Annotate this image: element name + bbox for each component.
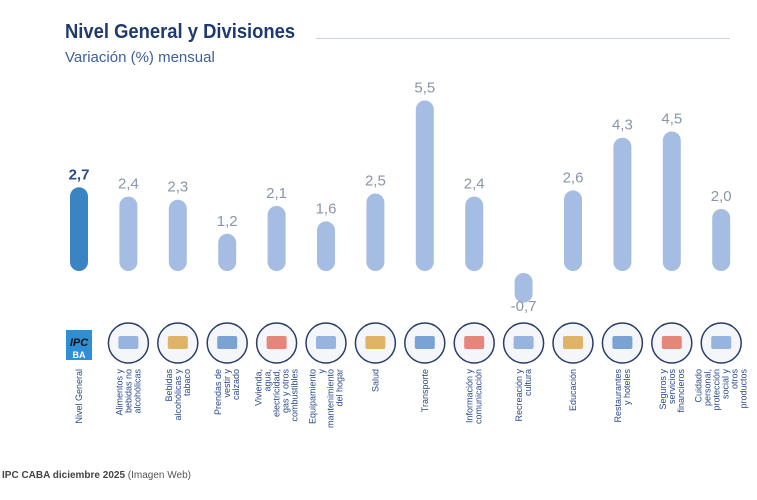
- title-divider: [316, 38, 730, 39]
- bar: [415, 100, 434, 271]
- source-note: (Imagen Web): [127, 470, 191, 481]
- icon-glyph: [217, 336, 238, 349]
- value-label: 2,6: [563, 169, 584, 186]
- bar: [366, 193, 385, 271]
- category-label: Recreación ycultura: [514, 369, 533, 422]
- icon-glyph: [711, 336, 732, 349]
- chart-title: Nivel General y Divisiones: [65, 21, 296, 43]
- value-label: 2,4: [118, 176, 139, 193]
- footer-caption: IPC CABA diciembre 2025 (Imagen Web): [2, 470, 191, 481]
- value-label: 2,7: [69, 166, 90, 183]
- bar: [662, 131, 681, 271]
- bar: [564, 190, 582, 271]
- category-label: Equipamientoymantenimientodel hogar: [308, 369, 345, 429]
- category-label: Salud: [370, 369, 380, 392]
- icon-glyph: [612, 336, 633, 349]
- icon-glyph: [167, 336, 188, 349]
- bar: [712, 209, 731, 271]
- bar: [317, 221, 335, 271]
- bar: [465, 196, 484, 271]
- value-label: 2,4: [464, 176, 485, 193]
- icon-glyph: [118, 336, 139, 349]
- icon-glyph: [266, 336, 287, 349]
- value-label: 2,5: [365, 173, 386, 190]
- value-label: 2,1: [266, 185, 287, 202]
- icon-glyph: [414, 336, 435, 349]
- category-label: Educación: [568, 369, 578, 411]
- source-label: IPC CABA diciembre 2025: [2, 470, 126, 481]
- category-label: Vivienda,agua,electricidad,gas y otrosco…: [254, 369, 300, 422]
- category-label: Seguros yserviciosfinancieros: [658, 369, 686, 413]
- value-label: 1,2: [217, 213, 238, 230]
- value-label: -0,7: [511, 298, 537, 315]
- value-label: 2,3: [167, 179, 188, 196]
- value-label: 5,5: [414, 80, 435, 97]
- category-label: Nivel General: [74, 369, 84, 424]
- category-label: Restaurantesy hoteles: [613, 369, 632, 423]
- bar: [613, 137, 632, 271]
- ipc-ba-logo-icon: [66, 330, 92, 360]
- logo-text: IPC: [70, 337, 89, 349]
- bar: [218, 233, 237, 271]
- icon-glyph: [513, 336, 534, 349]
- category-label: Transporte: [420, 369, 430, 412]
- category-label: Alimentos ybebidas noalcohólicas: [114, 369, 142, 416]
- value-label: 2,0: [711, 188, 732, 205]
- icon-glyph: [365, 336, 386, 349]
- bar: [168, 199, 187, 271]
- category-label: Prendas devestir ycalzado: [213, 369, 241, 416]
- bar: [267, 205, 286, 271]
- value-label: 4,5: [661, 111, 682, 128]
- category-label: Cuidadopersonal,protecciónsocial yotrosp…: [694, 369, 749, 411]
- chart-subtitle: Variación (%) mensual: [65, 49, 215, 66]
- icon-glyph: [464, 336, 485, 349]
- bar: [119, 196, 138, 271]
- icon-glyph: [316, 336, 336, 349]
- value-label: 1,6: [316, 200, 337, 217]
- logo-text: BA: [73, 350, 86, 360]
- category-label: Bebidasalcohólicas ytabaco: [164, 369, 192, 421]
- icon-glyph: [661, 336, 682, 349]
- icon-glyph: [563, 336, 583, 349]
- category-label: Información ycomunicación: [465, 369, 484, 425]
- value-label: 4,3: [612, 117, 633, 134]
- bar: [514, 273, 533, 303]
- bar: [70, 187, 88, 271]
